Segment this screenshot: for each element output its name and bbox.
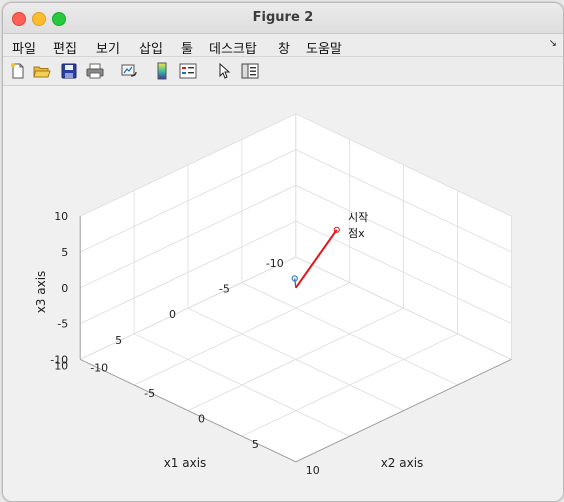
grid-line	[80, 185, 296, 289]
new-figure-icon[interactable]	[9, 62, 27, 80]
grid-line	[241, 333, 458, 437]
end-point-marker	[291, 275, 298, 282]
z-tick-label: 10	[54, 210, 68, 223]
x-tick-label: -5	[219, 283, 230, 296]
menu-overflow-icon[interactable]: ↘	[548, 38, 557, 49]
close-window-button[interactable]	[12, 12, 26, 26]
annotation-line-2: 점x	[348, 227, 365, 240]
x-tick-label: -10	[266, 257, 284, 270]
menu-tools[interactable]: 툴	[181, 42, 193, 57]
x-axis-line-front	[80, 358, 296, 463]
y-tick-label: -5	[144, 387, 155, 400]
window-title: Figure 2	[252, 10, 314, 25]
x-axis-label: x1 axis	[164, 456, 207, 470]
z-tick-label: 5	[61, 246, 68, 259]
z-tick-label: -5	[57, 318, 68, 331]
toolbar	[3, 57, 563, 86]
trajectory-blue	[294, 278, 297, 288]
y-tick-label: 0	[198, 413, 205, 426]
grid-line	[133, 333, 350, 437]
grid-line	[80, 149, 296, 253]
y-tick-label: 5	[252, 438, 259, 451]
grid-line	[80, 113, 296, 217]
trajectory-red	[294, 229, 338, 289]
save-icon[interactable]	[60, 62, 78, 80]
y-tick-label: -10	[90, 361, 108, 374]
x-tick-label: 0	[169, 308, 176, 321]
menu-help[interactable]: 도움말	[306, 42, 342, 57]
y-axis-line-front	[295, 358, 512, 463]
grid-line	[295, 113, 512, 217]
minimize-window-button[interactable]	[32, 12, 46, 26]
start-point-marker	[333, 226, 340, 233]
maximize-window-button[interactable]	[52, 12, 66, 26]
y-tick-label: 10	[306, 464, 320, 477]
title-bar: Figure 2	[3, 3, 563, 34]
menu-bar: 파일 편집 보기 삽입 툴 데스크탑 창 도움말 ↘	[3, 34, 563, 57]
z-axis-label: x3 axis	[34, 271, 48, 314]
open-file-icon[interactable]	[33, 62, 51, 80]
x-tick-label: 10	[54, 359, 68, 372]
menu-edit[interactable]: 편집	[53, 42, 77, 57]
menu-insert[interactable]: 삽입	[139, 42, 163, 57]
grid-line	[187, 307, 404, 411]
menu-window[interactable]: 창	[278, 42, 290, 57]
menu-file[interactable]: 파일	[12, 42, 36, 57]
y-axis-label: x2 axis	[381, 456, 424, 470]
plot-area[interactable]: -10 -5 0 5 10 -10 -5 0 5 10 -10 -5 0 5 10 x1 axis x2 a…	[3, 86, 563, 501]
colorbar-icon[interactable]	[153, 62, 171, 80]
pointer-icon[interactable]	[215, 62, 233, 80]
link-plot-icon[interactable]	[120, 62, 138, 80]
annotation-line-1: 시작	[348, 211, 368, 224]
z-tick-label: -10	[50, 353, 68, 366]
property-inspector-icon[interactable]	[241, 62, 259, 80]
x-tick-label: 5	[115, 334, 122, 347]
z-tick-label: 0	[61, 282, 68, 295]
legend-icon[interactable]	[179, 62, 197, 80]
grid-line	[295, 185, 512, 289]
menu-desktop[interactable]: 데스크탑	[209, 42, 257, 57]
print-icon[interactable]	[86, 62, 104, 80]
grid-line	[295, 149, 512, 253]
menu-view[interactable]: 보기	[96, 42, 120, 57]
